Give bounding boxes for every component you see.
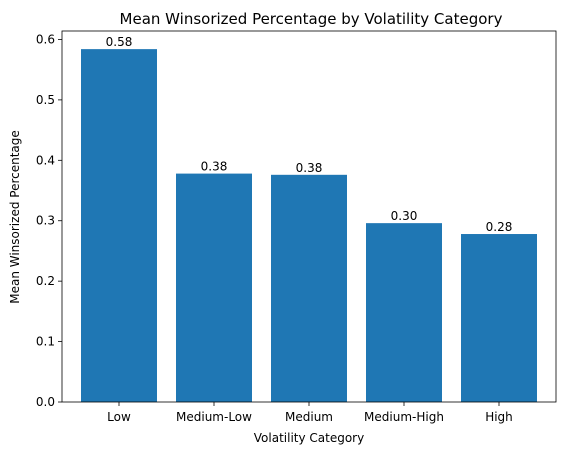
y-tick-label: 0.0 bbox=[36, 395, 55, 409]
x-tick-label: Medium-Low bbox=[176, 410, 252, 424]
data-label: 0.38 bbox=[296, 161, 323, 175]
data-label: 0.28 bbox=[486, 220, 513, 234]
bar-low bbox=[81, 49, 157, 402]
data-label: 0.30 bbox=[391, 209, 418, 223]
y-tick-label: 0.2 bbox=[36, 274, 55, 288]
bar-medium bbox=[271, 174, 347, 402]
y-tick-label: 0.3 bbox=[36, 214, 55, 228]
y-tick-label: 0.4 bbox=[36, 153, 55, 167]
chart-title: Mean Winsorized Percentage by Volatility… bbox=[120, 10, 503, 28]
x-tick-label: Medium bbox=[285, 410, 333, 424]
data-label: 0.58 bbox=[106, 35, 133, 49]
bar-medium-low bbox=[176, 173, 252, 402]
x-tick-label: Low bbox=[107, 410, 131, 424]
x-tick-label: High bbox=[485, 410, 513, 424]
y-tick-label: 0.5 bbox=[36, 93, 55, 107]
bar-medium-high bbox=[366, 223, 442, 402]
plot-area: 0.58 0.38 0.38 0.30 0.28 0.0 0.1 0.2 0.3 0.4 0.5 0.… bbox=[36, 30, 557, 424]
data-label: 0.38 bbox=[201, 160, 228, 174]
y-tick-label: 0.1 bbox=[36, 335, 55, 349]
bar-high bbox=[461, 234, 537, 402]
y-axis-label: Mean Winsorized Percentage bbox=[8, 130, 22, 304]
y-tick-label: 0.6 bbox=[36, 32, 55, 46]
x-axis-label: Volatility Category bbox=[254, 431, 364, 445]
x-tick-label: Medium-High bbox=[364, 410, 444, 424]
